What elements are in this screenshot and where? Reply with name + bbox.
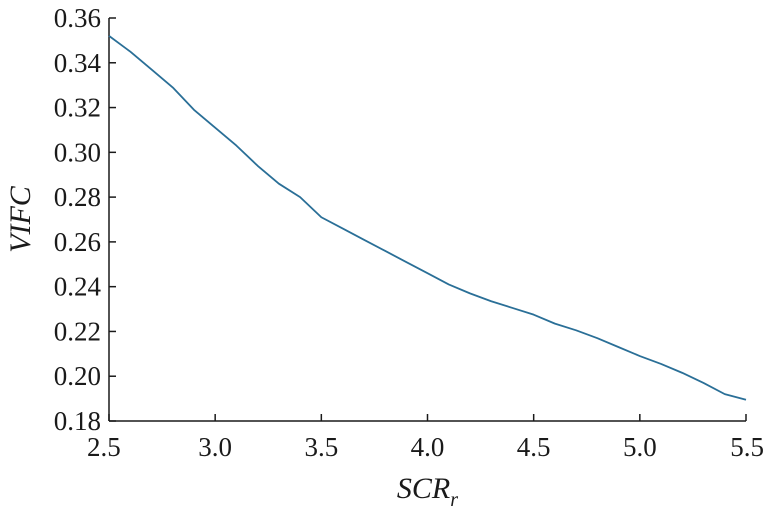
x-axis-ticks: 2.5 3.0 3.5 4.0 4.5 5.0 5.5 [87, 414, 764, 462]
x-tick-label: 4.0 [411, 432, 445, 462]
x-axis-title: SCRr [397, 472, 458, 511]
y-tick-label: 0.20 [54, 361, 101, 391]
y-tick-label: 0.30 [54, 137, 101, 167]
y-tick-label: 0.34 [54, 48, 102, 78]
x-tick-label: 2.5 [87, 432, 121, 462]
x-tick-label: 5.5 [730, 432, 764, 462]
series-layer [108, 35, 747, 401]
series-line-0 [108, 35, 747, 401]
y-tick-label: 0.32 [54, 93, 101, 123]
x-axis-title-subscript: r [450, 489, 458, 511]
x-tick-label: 4.5 [517, 432, 551, 462]
y-tick-label: 0.36 [54, 3, 101, 33]
y-axis-ticks: 0.18 0.20 0.22 0.24 0.26 0.28 0.30 0.32 0.34 0.36 [54, 3, 116, 436]
x-tick-label: 5.0 [623, 432, 657, 462]
y-tick-label: 0.22 [54, 316, 101, 346]
y-tick-label: 0.26 [54, 227, 101, 257]
y-tick-label: 0.18 [54, 406, 101, 436]
x-tick-label: 3.5 [304, 432, 338, 462]
y-tick-label: 0.24 [54, 272, 102, 302]
y-tick-label: 0.28 [54, 182, 101, 212]
x-tick-label: 3.0 [198, 432, 232, 462]
x-axis-title-main: SCR [397, 472, 450, 505]
y-axis-title: VIFC [4, 185, 37, 253]
